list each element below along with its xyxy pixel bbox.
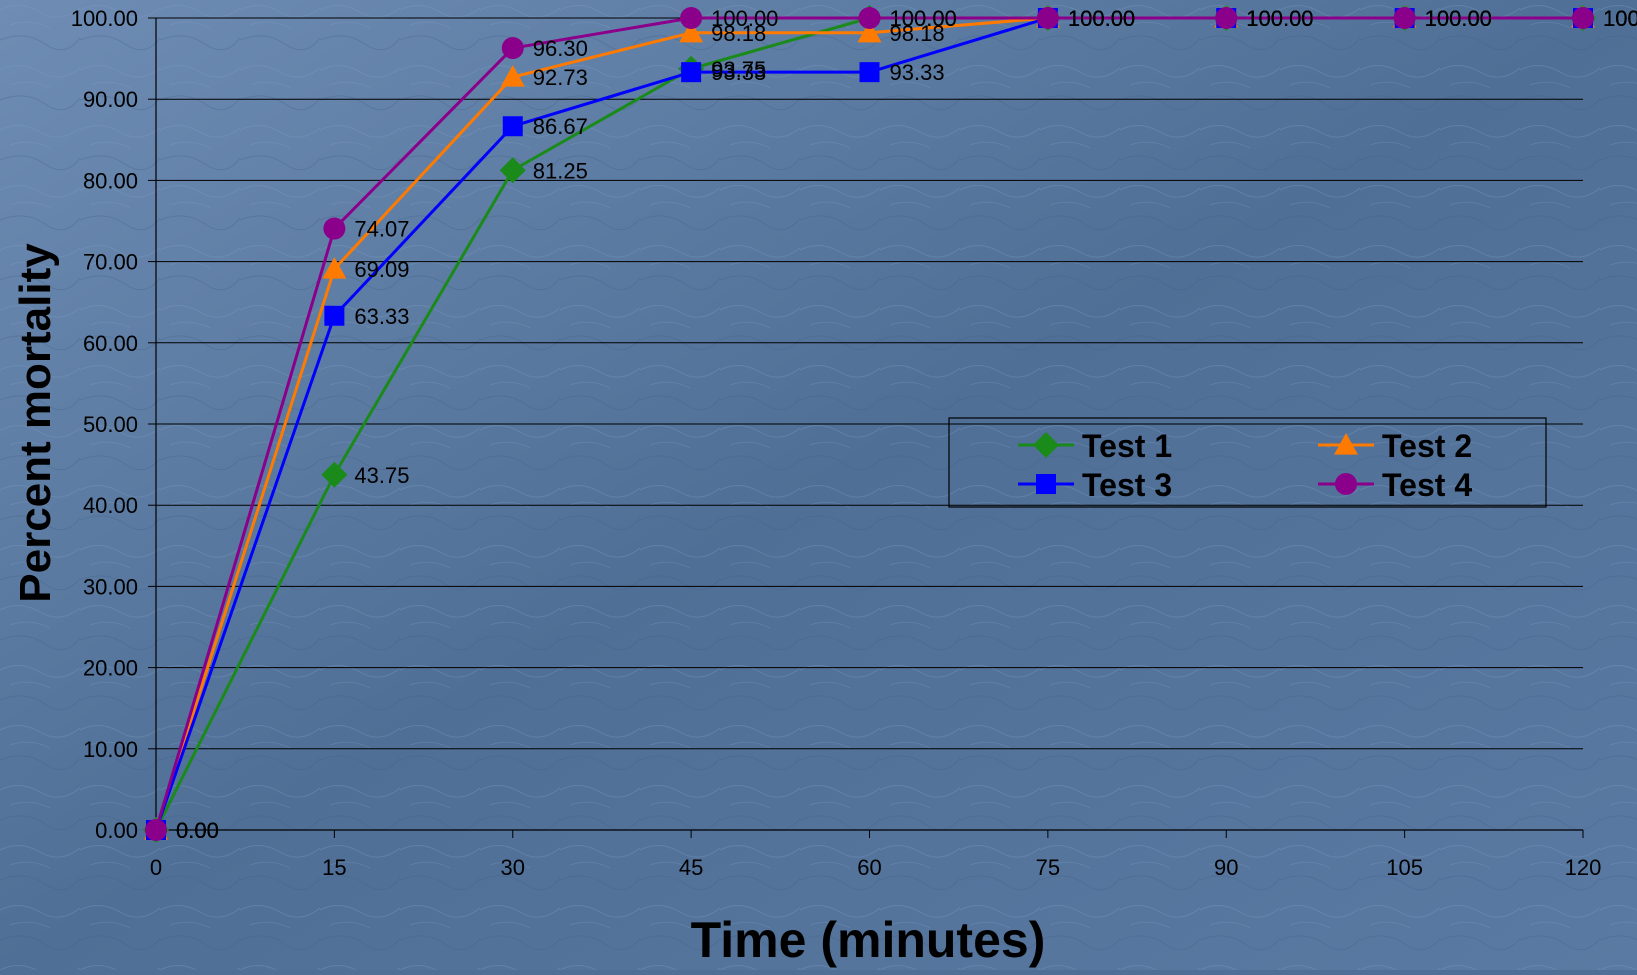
data-label: 100.00 xyxy=(1246,6,1313,31)
y-tick-label: 30.00 xyxy=(83,574,138,599)
data-point-diamond xyxy=(499,157,526,184)
data-point-circle xyxy=(1215,7,1238,29)
y-tick-label: 80.00 xyxy=(83,168,138,193)
legend-label: Test 2 xyxy=(1382,428,1472,464)
data-label: 93.33 xyxy=(711,60,766,85)
y-tick-label: 90.00 xyxy=(83,87,138,112)
legend: Test 1 Test 2 Test 3 Test 4 xyxy=(948,417,1547,508)
data-label: 0.00 xyxy=(176,818,219,843)
x-tick-label: 105 xyxy=(1386,855,1423,880)
data-label: 43.75 xyxy=(354,463,409,488)
legend-label: Test 1 xyxy=(1082,428,1172,464)
y-axis-title: Percent mortality xyxy=(11,243,60,603)
axes: 0.00 10.00 20.00 30.00 40.00 50.00 60.00 70.00 8… xyxy=(71,6,1602,880)
x-tick-label: 0 xyxy=(150,855,162,880)
data-label: 93.75 xyxy=(711,57,766,82)
data-point-square xyxy=(681,62,702,83)
y-tick-label: 60.00 xyxy=(83,331,138,356)
series-group xyxy=(143,5,1596,843)
data-label: 100.00 xyxy=(1068,6,1135,31)
x-axis-title: Time (minutes) xyxy=(691,912,1046,968)
data-label: 100.00 xyxy=(1068,6,1135,31)
y-tick-label: 10.00 xyxy=(83,737,138,762)
data-label: 81.25 xyxy=(533,158,588,183)
legend-label: Test 3 xyxy=(1082,467,1172,503)
legend-label: Test 4 xyxy=(1382,467,1472,503)
data-point-circle xyxy=(1335,473,1357,495)
x-tick-label: 45 xyxy=(679,855,703,880)
y-tick-label: 70.00 xyxy=(83,250,138,275)
legend-item: Test 1 xyxy=(1018,428,1172,464)
data-label: 100.00 xyxy=(1425,6,1492,31)
x-tick-label: 90 xyxy=(1214,855,1238,880)
data-point-square xyxy=(1036,474,1056,494)
data-label: 100.00 xyxy=(1603,6,1637,31)
data-label: 100.00 xyxy=(1068,6,1135,31)
data-label: 74.07 xyxy=(354,217,409,242)
data-label: 0.00 xyxy=(176,818,219,843)
data-label: 100.00 xyxy=(1603,6,1637,31)
data-label: 98.18 xyxy=(711,21,766,46)
y-tick-label: 100.00 xyxy=(71,6,138,31)
data-point-circle xyxy=(1572,7,1594,29)
x-tick-label: 60 xyxy=(857,855,881,880)
data-label: 100.00 xyxy=(1425,6,1492,31)
y-tick-label: 50.00 xyxy=(83,412,138,437)
data-label: 100.00 xyxy=(1246,6,1313,31)
data-label: 96.30 xyxy=(533,36,588,61)
data-point-triangle xyxy=(322,256,347,279)
data-point-triangle xyxy=(1334,433,1358,455)
data-label: 86.67 xyxy=(533,114,588,139)
legend-item: Test 3 xyxy=(1018,467,1172,503)
data-point-circle xyxy=(1393,7,1416,29)
x-tick-label: 75 xyxy=(1036,855,1060,880)
legend-box xyxy=(948,417,1547,508)
data-label: 100.00 xyxy=(1425,6,1492,31)
data-label: 92.73 xyxy=(533,65,588,90)
y-tick-label: 40.00 xyxy=(83,493,138,518)
data-label: 0.00 xyxy=(176,818,219,843)
data-label: 63.33 xyxy=(354,304,409,329)
data-point-circle xyxy=(501,37,524,60)
data-label: 93.33 xyxy=(890,60,945,85)
data-point-square xyxy=(502,116,523,137)
data-label: 100.00 xyxy=(1603,6,1637,31)
data-label: 100.00 xyxy=(1246,6,1313,31)
data-point-triangle xyxy=(679,20,704,43)
data-label: 100.00 xyxy=(890,6,957,31)
data-label: 98.18 xyxy=(890,21,945,46)
x-tick-label: 30 xyxy=(501,855,525,880)
data-label: 0.00 xyxy=(176,818,219,843)
data-point-circle xyxy=(323,217,346,240)
data-point-circle xyxy=(858,7,881,29)
data-point-circle xyxy=(680,7,703,29)
legend-item: Test 2 xyxy=(1318,428,1472,464)
data-point-square xyxy=(324,305,345,326)
y-tick-label: 0.00 xyxy=(95,818,138,843)
x-tick-label: 15 xyxy=(322,855,346,880)
y-tick-label: 20.00 xyxy=(83,656,138,681)
data-label: 100.00 xyxy=(890,6,957,31)
data-labels: 0.00 43.75 81.25 93.75 100.00 100.00 100.00 100… xyxy=(176,6,1637,843)
data-label: 100.00 xyxy=(1246,6,1313,31)
data-point-triangle xyxy=(857,20,882,43)
legend-item: Test 4 xyxy=(1318,467,1472,503)
data-point-triangle xyxy=(500,65,525,87)
data-point-square xyxy=(859,62,880,83)
data-point-circle xyxy=(1036,7,1059,29)
data-label: 100.00 xyxy=(1068,6,1135,31)
x-tick-label: 120 xyxy=(1565,855,1602,880)
data-label: 100.00 xyxy=(711,6,778,31)
series-test-4 xyxy=(145,7,1594,841)
data-point-diamond xyxy=(1033,432,1059,458)
data-point-circle xyxy=(145,819,167,841)
data-point-diamond xyxy=(321,461,348,488)
data-label: 100.00 xyxy=(1603,6,1637,31)
data-label: 100.00 xyxy=(1425,6,1492,31)
data-label: 69.09 xyxy=(354,257,409,282)
